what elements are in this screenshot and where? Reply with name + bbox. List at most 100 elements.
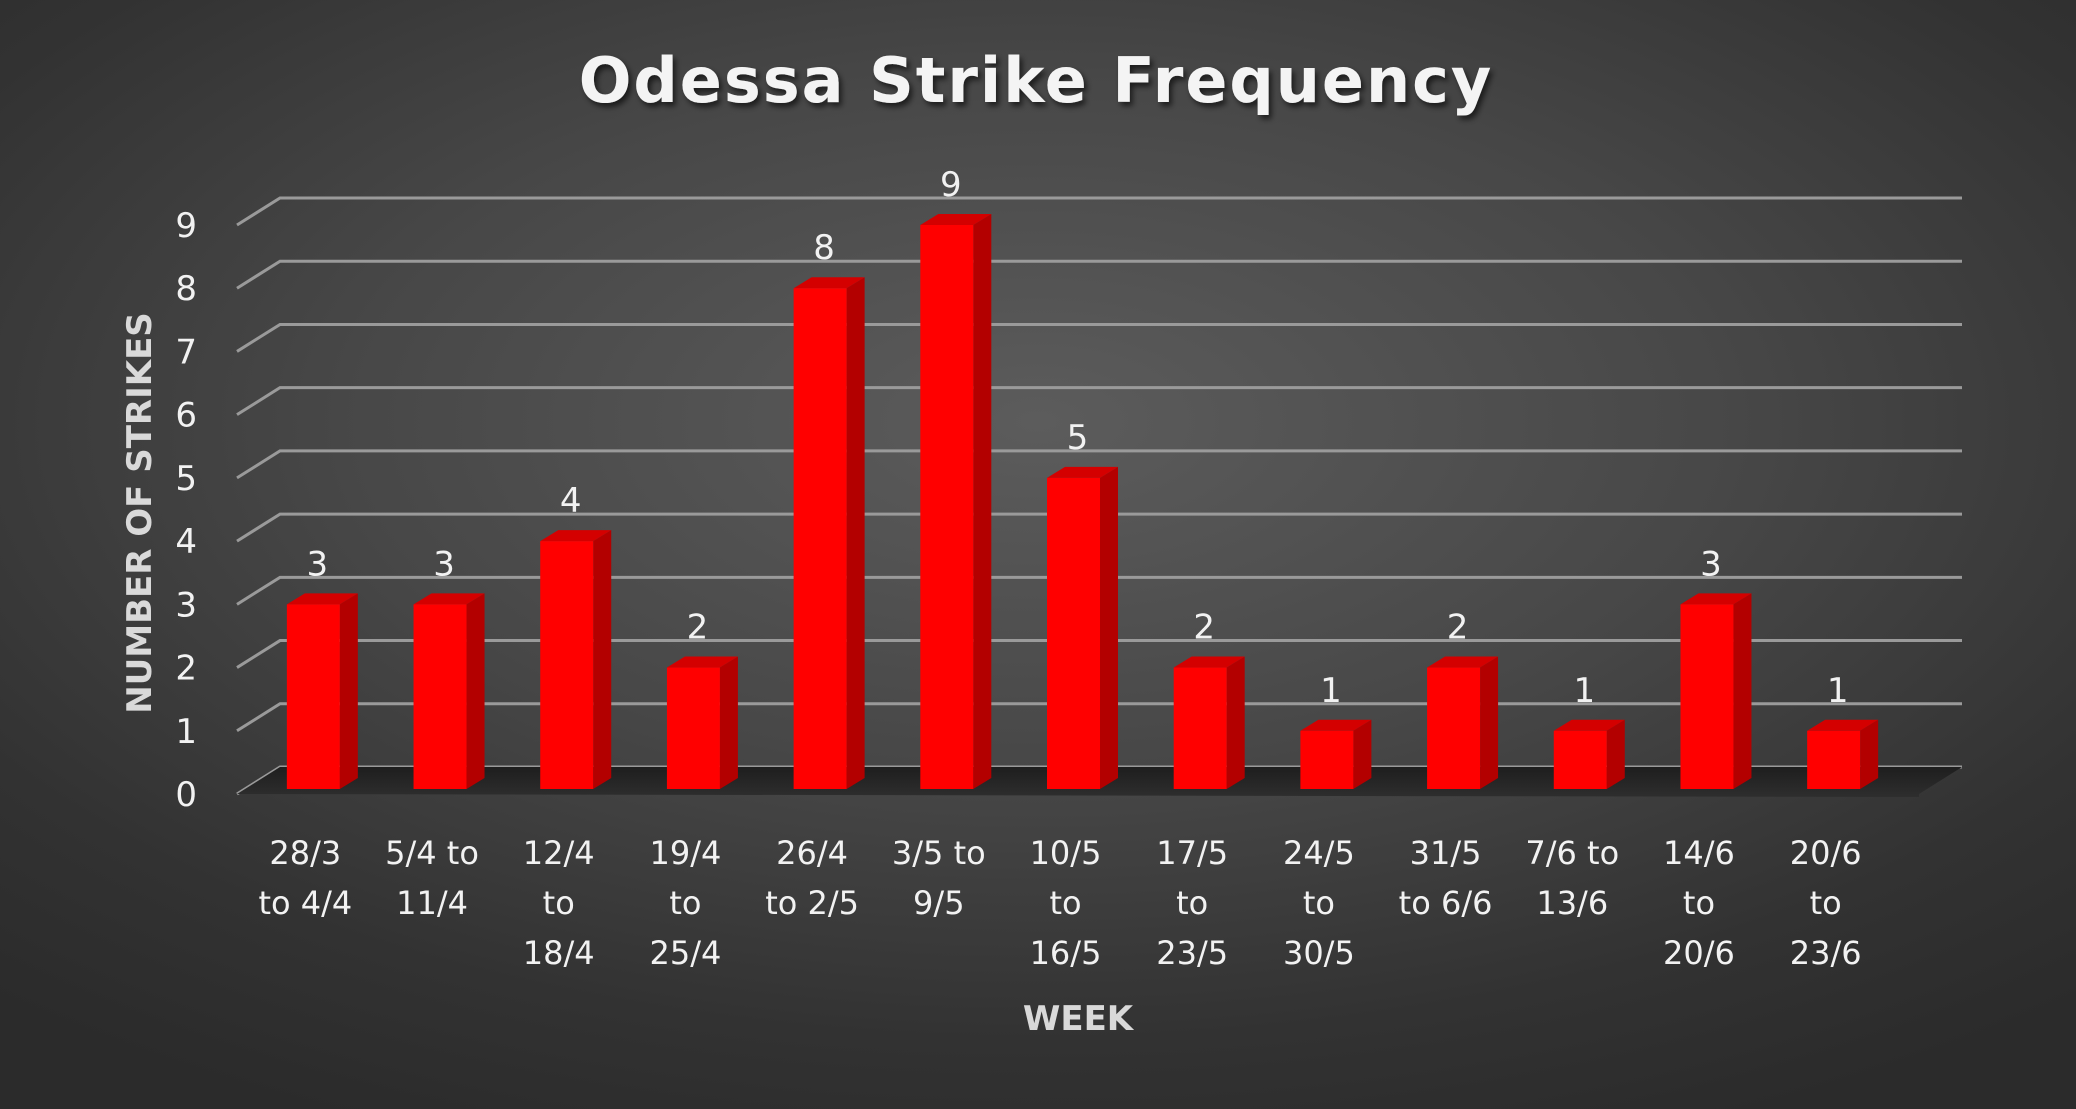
gridline — [236, 386, 1962, 416]
bar-front — [1300, 730, 1354, 789]
bar-top — [1173, 656, 1245, 668]
x-category-line: to 4/4 — [258, 884, 352, 922]
data-label: 3 — [433, 544, 455, 584]
gridline — [236, 322, 1962, 353]
y-tick-label: 5 — [175, 459, 197, 499]
bar-side — [973, 214, 992, 789]
x-category-line: to 2/5 — [765, 884, 859, 922]
bar-top — [1300, 719, 1372, 731]
x-category-line: 14/6 — [1663, 834, 1735, 872]
chart-title: Odessa Strike Frequency — [579, 44, 1494, 117]
bar — [413, 593, 485, 789]
x-category-line: 25/4 — [649, 934, 721, 972]
bar-side — [1226, 656, 1245, 789]
gridline — [236, 639, 1962, 669]
bar — [920, 214, 992, 789]
x-category-line: 28/3 — [269, 834, 341, 872]
x-category-line: 26/4 — [776, 834, 848, 872]
bar-top — [1680, 593, 1752, 605]
x-category-line: 11/4 — [396, 884, 468, 922]
bar-front — [1553, 730, 1607, 789]
x-category-line: to — [669, 884, 701, 922]
x-category-line: 16/5 — [1030, 934, 1102, 972]
data-label: 1 — [1827, 671, 1849, 711]
bar — [286, 593, 358, 789]
y-tick-label: 3 — [175, 585, 197, 625]
x-category-line: 30/5 — [1283, 934, 1355, 972]
bar-front — [1173, 667, 1227, 789]
x-category-line: 10/5 — [1030, 834, 1102, 872]
x-category-label: 10/5 to 16/5 — [1030, 834, 1102, 972]
bar-front — [413, 604, 467, 789]
bar-front — [540, 541, 594, 789]
x-category-line: 12/4 — [523, 834, 595, 872]
data-label: 3 — [307, 544, 329, 584]
x-category-line: 24/5 — [1283, 834, 1355, 872]
bar-side — [1860, 719, 1879, 789]
y-tick-label: 7 — [175, 332, 197, 372]
bar-side — [593, 530, 612, 789]
y-tick-label: 4 — [175, 522, 197, 562]
gridline — [236, 702, 1962, 733]
x-category-line: 7/6 to — [1525, 834, 1619, 872]
y-tick-label: 2 — [175, 649, 197, 689]
bar-side — [1100, 466, 1118, 789]
x-category-line: to — [1683, 884, 1715, 922]
data-label: 2 — [687, 608, 709, 648]
bar-top — [793, 277, 865, 289]
x-category-label: 31/5 to 6/6 — [1399, 834, 1493, 922]
bar — [1173, 656, 1245, 789]
gridline — [236, 449, 1962, 480]
bar — [793, 277, 865, 789]
bar — [1680, 593, 1752, 789]
x-category-line: to — [1810, 884, 1842, 922]
x-category-label: 3/5 to 9/5 — [892, 834, 986, 922]
bar-front — [793, 288, 847, 789]
y-axis-title: NUMBER OF STRIKES — [120, 312, 160, 714]
x-category-line: to 6/6 — [1399, 884, 1493, 922]
x-category-line: to — [543, 884, 575, 922]
data-label: 4 — [560, 481, 582, 521]
x-category-label: 12/4 to 18/4 — [523, 834, 595, 972]
bar-side — [1480, 656, 1499, 789]
x-category-label: 7/6 to 13/6 — [1525, 834, 1619, 922]
data-label: 9 — [940, 165, 962, 205]
x-category-line: to — [1049, 884, 1081, 922]
data-label: 2 — [1447, 608, 1469, 648]
gridline — [236, 575, 1962, 606]
bar-side — [1606, 719, 1625, 789]
bar-front — [1427, 667, 1481, 789]
bar-top — [1427, 656, 1499, 668]
y-tick-label: 0 — [175, 775, 197, 815]
bar-side — [466, 593, 485, 789]
bar — [1427, 656, 1499, 789]
bars — [286, 214, 1879, 789]
bar — [1553, 719, 1625, 789]
data-label: 5 — [1067, 418, 1089, 458]
x-category-line: to — [1176, 884, 1208, 922]
gridline — [236, 259, 1962, 290]
x-category-line: 13/6 — [1536, 884, 1608, 922]
data-labels: 3 3 4 2 8 9 5 2 1 2 1 3 1 — [307, 165, 1849, 711]
x-category-line: 20/6 — [1790, 834, 1862, 872]
x-category-line: 18/4 — [523, 934, 595, 972]
y-tick-label: 1 — [175, 712, 197, 752]
x-category-line: 9/5 — [913, 884, 965, 922]
x-category-label: 24/5 to 30/5 — [1283, 834, 1355, 972]
bar-top — [1553, 719, 1625, 731]
bar — [1047, 466, 1118, 789]
data-label: 2 — [1193, 608, 1215, 648]
x-category-line: 17/5 — [1156, 834, 1228, 872]
x-category-label: 17/5 to 23/5 — [1156, 834, 1228, 972]
gridlines — [236, 196, 1962, 796]
bar-side — [719, 656, 738, 789]
x-category-label: 14/6 to 20/6 — [1663, 834, 1735, 972]
x-category-label: 28/3 to 4/4 — [258, 834, 352, 922]
bar — [1300, 719, 1372, 789]
data-label: 8 — [813, 228, 835, 268]
x-category-line: 31/5 — [1410, 834, 1482, 872]
bar-front — [286, 604, 340, 789]
x-category-line: 5/4 to — [385, 834, 479, 872]
bar-top — [286, 593, 358, 605]
